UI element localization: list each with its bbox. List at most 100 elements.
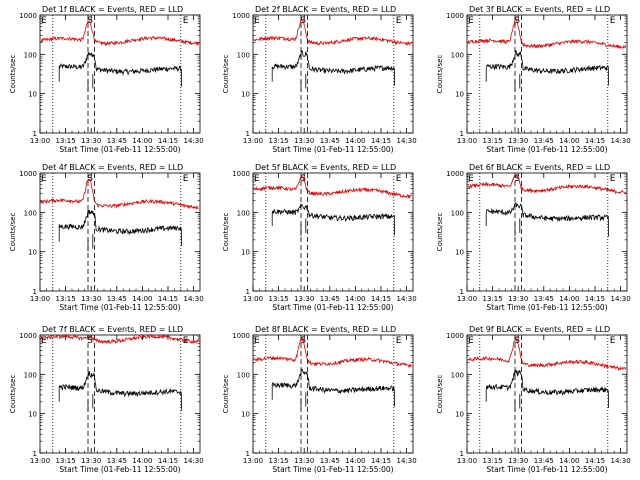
lld-series-line: [467, 19, 627, 50]
x-tick-label: 14:00: [345, 137, 365, 145]
y-axis-label: Counts/sec: [222, 55, 230, 94]
marker-e-right: E: [396, 16, 402, 26]
chart-title: Det 3f BLACK = Events, RED = LLD: [469, 5, 610, 14]
chart-title: Det 9f BLACK = Events, RED = LLD: [469, 325, 610, 334]
y-tick-label: 100: [237, 209, 250, 217]
y-tick-label: 1: [246, 288, 250, 296]
events-series-line: [271, 368, 395, 407]
y-tick-label: 10: [241, 91, 250, 99]
y-tick-label: 1: [33, 288, 37, 296]
x-tick-label: 13:15: [269, 295, 289, 303]
x-tick-label: 13:00: [30, 457, 50, 465]
plot-frame: [39, 14, 201, 134]
events-series-line: [485, 369, 609, 408]
x-tick-label: 14:30: [184, 295, 204, 303]
chart-title: Det 5f BLACK = Events, RED = LLD: [255, 163, 396, 172]
y-tick-label: 10: [28, 249, 37, 257]
x-tick-label: 13:15: [56, 457, 76, 465]
lld-series-line: [253, 174, 412, 200]
x-axis-label: Start Time (01-Feb-11 12:55:00): [59, 145, 180, 154]
x-tick-label: 14:30: [397, 295, 417, 303]
y-tick-label: 1: [33, 450, 37, 458]
x-tick-label: 14:00: [559, 295, 579, 303]
x-tick-label: 14:00: [345, 295, 365, 303]
plot-frame: [466, 334, 628, 454]
marker-e-left: E: [468, 336, 474, 346]
x-tick-label: 13:15: [483, 457, 503, 465]
plot-frame: [252, 14, 414, 134]
x-axis-label: Start Time (01-Feb-11 12:55:00): [272, 465, 393, 474]
chart-panel-8: Det 8f BLACK = Events, RED = LLD 1 10 100 10…: [222, 325, 417, 474]
chart-panel-9: Det 9f BLACK = Events, RED = LLD 1 10 100 10…: [436, 325, 631, 474]
x-tick-label: 13:15: [269, 457, 289, 465]
y-tick-label: 10: [241, 249, 250, 257]
y-tick-label: 100: [451, 51, 464, 59]
x-tick-label: 13:45: [320, 137, 340, 145]
x-tick-label: 14:30: [611, 457, 631, 465]
chart-title: Det 8f BLACK = Events, RED = LLD: [255, 325, 396, 334]
y-axis-label: Counts/sec: [222, 375, 230, 414]
x-tick-label: 13:15: [483, 137, 503, 145]
y-tick-label: 1000: [19, 170, 37, 178]
y-tick-label: 1: [460, 450, 464, 458]
marker-e-left: E: [254, 16, 260, 26]
x-tick-label: 13:45: [107, 137, 127, 145]
y-tick-label: 100: [237, 51, 250, 59]
x-tick-label: 14:00: [559, 457, 579, 465]
x-tick-label: 14:15: [585, 295, 605, 303]
x-tick-label: 14:00: [345, 457, 365, 465]
marker-e-left: E: [468, 16, 474, 26]
x-tick-label: 13:30: [294, 137, 314, 145]
chart-title: Det 4f BLACK = Events, RED = LLD: [42, 163, 183, 172]
x-tick-label: 13:30: [81, 457, 101, 465]
x-tick-label: 14:15: [585, 137, 605, 145]
x-axis-label: Start Time (01-Feb-11 12:55:00): [272, 303, 393, 312]
chart-title: Det 6f BLACK = Events, RED = LLD: [469, 163, 610, 172]
x-tick-label: 14:15: [158, 295, 178, 303]
chart-panel-5: Det 5f BLACK = Events, RED = LLD 1 10 100 10…: [222, 163, 417, 312]
marker-e-right: E: [183, 174, 189, 184]
x-tick-label: 14:15: [158, 137, 178, 145]
x-tick-label: 14:00: [132, 295, 152, 303]
x-tick-label: 13:30: [294, 457, 314, 465]
marker-s: S: [514, 174, 520, 184]
lld-series-line: [253, 337, 412, 369]
chart-panel-6: Det 6f BLACK = Events, RED = LLD 1 10 100 10…: [436, 163, 631, 312]
plot-frame: [252, 334, 414, 454]
x-tick-label: 14:15: [371, 295, 391, 303]
x-tick-label: 14:30: [184, 457, 204, 465]
x-tick-label: 14:15: [158, 457, 178, 465]
x-tick-label: 13:30: [81, 295, 101, 303]
y-tick-label: 100: [24, 371, 37, 379]
x-tick-label: 13:30: [294, 295, 314, 303]
y-tick-label: 1000: [19, 12, 37, 20]
x-axis-label: Start Time (01-Feb-11 12:55:00): [486, 145, 607, 154]
events-series-line: [485, 49, 609, 86]
x-tick-label: 13:15: [56, 295, 76, 303]
y-axis-label: Counts/sec: [436, 55, 444, 94]
events-series-line: [58, 209, 182, 246]
chart-panel-3: Det 3f BLACK = Events, RED = LLD 1 10 100 10…: [436, 5, 631, 154]
y-tick-label: 1: [246, 130, 250, 138]
x-axis-label: Start Time (01-Feb-11 12:55:00): [272, 145, 393, 154]
y-tick-label: 10: [241, 411, 250, 419]
x-tick-label: 13:00: [457, 137, 477, 145]
lld-series-line: [40, 333, 200, 345]
x-tick-label: 13:45: [534, 457, 554, 465]
x-tick-label: 14:00: [132, 137, 152, 145]
x-tick-label: 13:15: [269, 137, 289, 145]
x-tick-label: 14:30: [184, 137, 204, 145]
events-series-line: [271, 203, 395, 236]
y-axis-label: Counts/sec: [436, 213, 444, 252]
x-tick-label: 13:00: [243, 295, 263, 303]
x-axis-label: Start Time (01-Feb-11 12:55:00): [486, 465, 607, 474]
x-tick-label: 13:00: [243, 137, 263, 145]
marker-s: S: [87, 336, 93, 346]
x-tick-label: 14:15: [371, 137, 391, 145]
y-tick-label: 100: [237, 371, 250, 379]
x-tick-label: 13:45: [534, 137, 554, 145]
y-tick-label: 1: [460, 130, 464, 138]
marker-e-right: E: [396, 336, 402, 346]
plot-frame: [39, 172, 201, 292]
